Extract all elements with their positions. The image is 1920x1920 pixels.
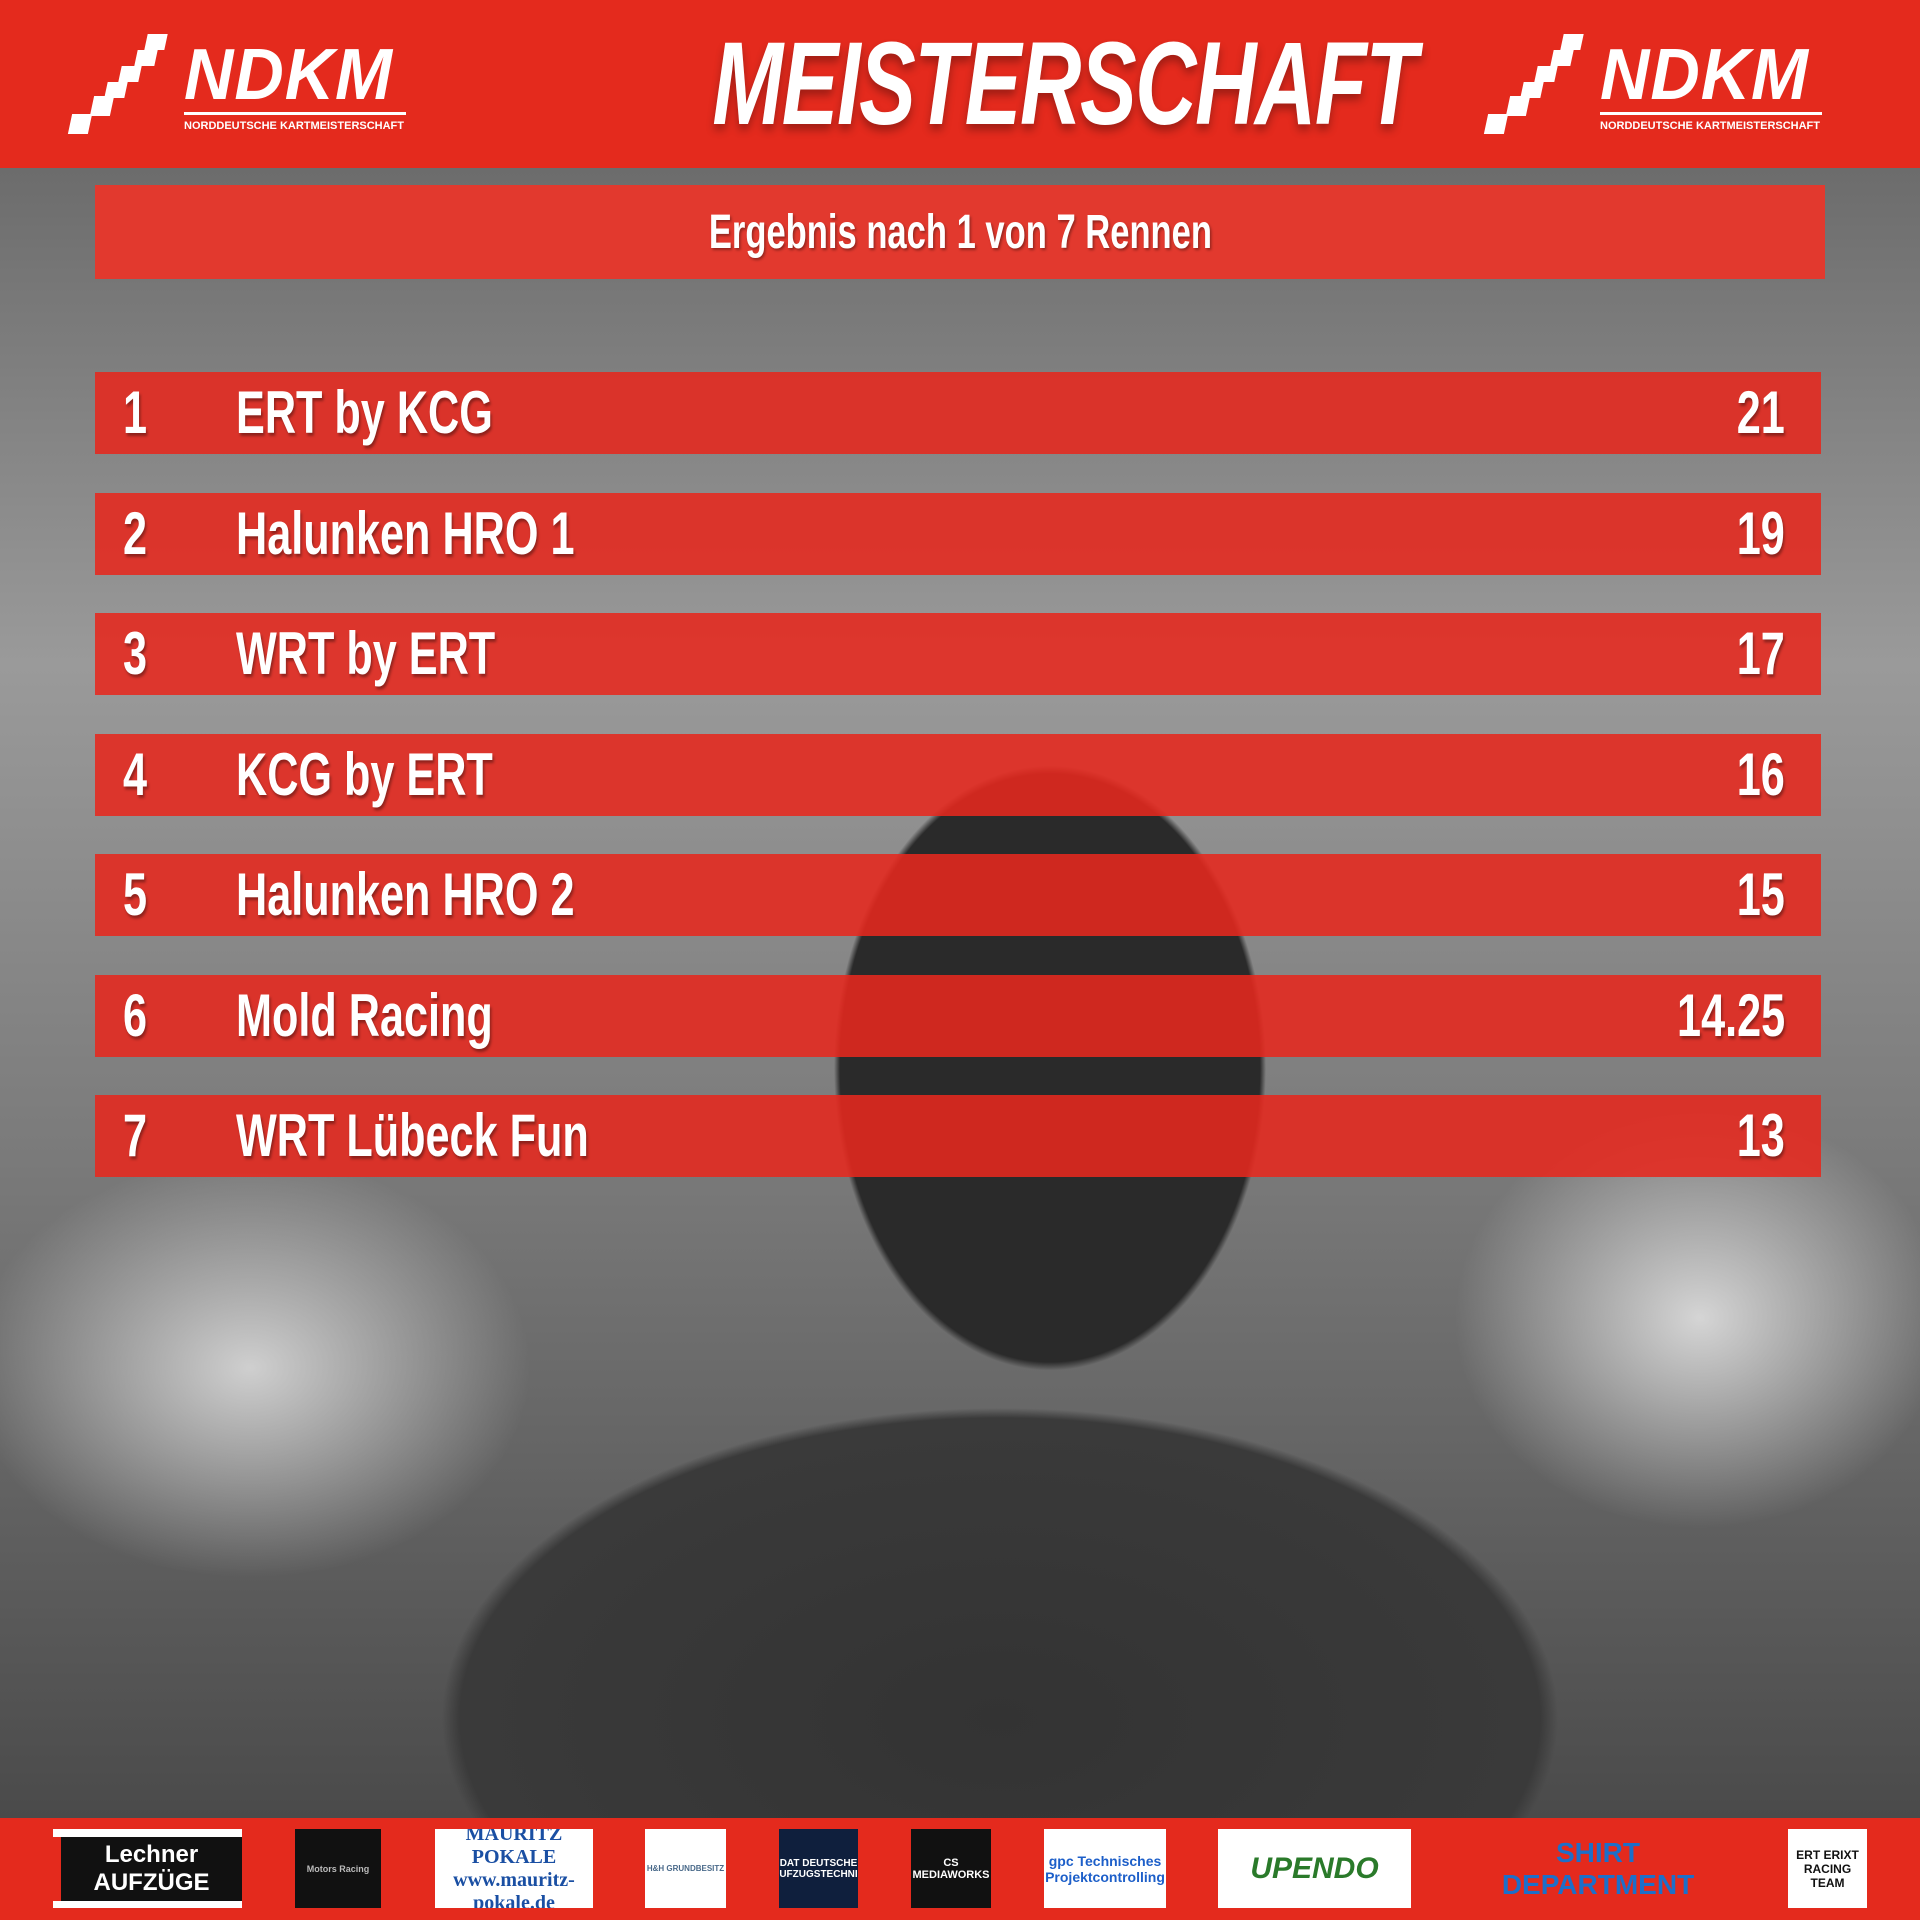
team-name: WRT by ERT: [236, 620, 496, 687]
sponsor-logo-lechner: Lechner AUFZÜGE: [53, 1829, 242, 1908]
team-name: Halunken HRO 2: [236, 861, 575, 928]
sponsor-logo-hh: H&H GRUNDBESITZ: [645, 1829, 726, 1908]
rank: 3: [123, 620, 148, 687]
checkered-flag-icon: [1482, 30, 1584, 135]
points: 13: [1736, 1102, 1785, 1169]
points: 19: [1736, 500, 1785, 567]
standings-row: 3 WRT by ERT 17: [95, 613, 1821, 695]
header: NDKM NORDDEUTSCHE KARTMEISTERSCHAFT MEIS…: [0, 0, 1920, 168]
sponsor-logo-upendo: UPENDO: [1218, 1829, 1411, 1908]
standings-row: 5 Halunken HRO 2 15: [95, 854, 1821, 936]
ndkm-logo-right: NDKM NORDDEUTSCHE KARTMEISTERSCHAFT: [1482, 30, 1842, 140]
rank: 6: [123, 982, 148, 1049]
sponsor-logo-mauritz: MAURITZ POKALE www.mauritz-pokale.de: [435, 1829, 593, 1908]
team-name: WRT Lübeck Fun: [236, 1102, 589, 1169]
standings-row: 6 Mold Racing 14.25: [95, 975, 1821, 1057]
sponsor-logo-motors-racing: Motors Racing: [295, 1829, 381, 1908]
standings-row: 1 ERT by KCG 21: [95, 372, 1821, 454]
points: 16: [1736, 741, 1785, 808]
standings-row: 7 WRT Lübeck Fun 13: [95, 1095, 1821, 1177]
standings-row: 4 KCG by ERT 16: [95, 734, 1821, 816]
ndkm-logo-left: NDKM NORDDEUTSCHE KARTMEISTERSCHAFT: [66, 30, 426, 140]
page-title: MEISTERSCHAFT: [712, 18, 1417, 150]
team-name: Mold Racing: [236, 982, 493, 1049]
points: 14.25: [1676, 982, 1785, 1049]
subtitle: Ergebnis nach 1 von 7 Rennen: [708, 205, 1212, 259]
team-name: ERT by KCG: [236, 379, 493, 446]
points: 17: [1736, 620, 1785, 687]
sponsor-logo-ert: ERT ERIXT RACING TEAM: [1788, 1829, 1867, 1908]
team-name: Halunken HRO 1: [236, 500, 575, 567]
points: 21: [1736, 379, 1785, 446]
sponsor-logo-shirt-department: SHIRT DEPARTMENT: [1501, 1836, 1695, 1900]
points: 15: [1736, 861, 1785, 928]
rank: 7: [123, 1102, 148, 1169]
subtitle-bar: Ergebnis nach 1 von 7 Rennen: [95, 185, 1825, 279]
rank: 5: [123, 861, 148, 928]
checkered-flag-icon: [66, 30, 168, 135]
sponsor-logo-gpc: gpc Technisches Projektcontrolling: [1044, 1829, 1166, 1908]
rank: 4: [123, 741, 148, 808]
sponsor-logo-cs: CS MEDIAWORKS: [911, 1829, 991, 1908]
rank: 1: [123, 379, 148, 446]
sponsor-bar: Lechner AUFZÜGE Motors Racing MAURITZ PO…: [0, 1818, 1920, 1920]
standings-row: 2 Halunken HRO 1 19: [95, 493, 1821, 575]
rank: 2: [123, 500, 148, 567]
team-name: KCG by ERT: [236, 741, 493, 808]
sponsor-logo-dat: DAT DEUTSCHE AUFZUGSTECHNIK: [779, 1829, 858, 1908]
